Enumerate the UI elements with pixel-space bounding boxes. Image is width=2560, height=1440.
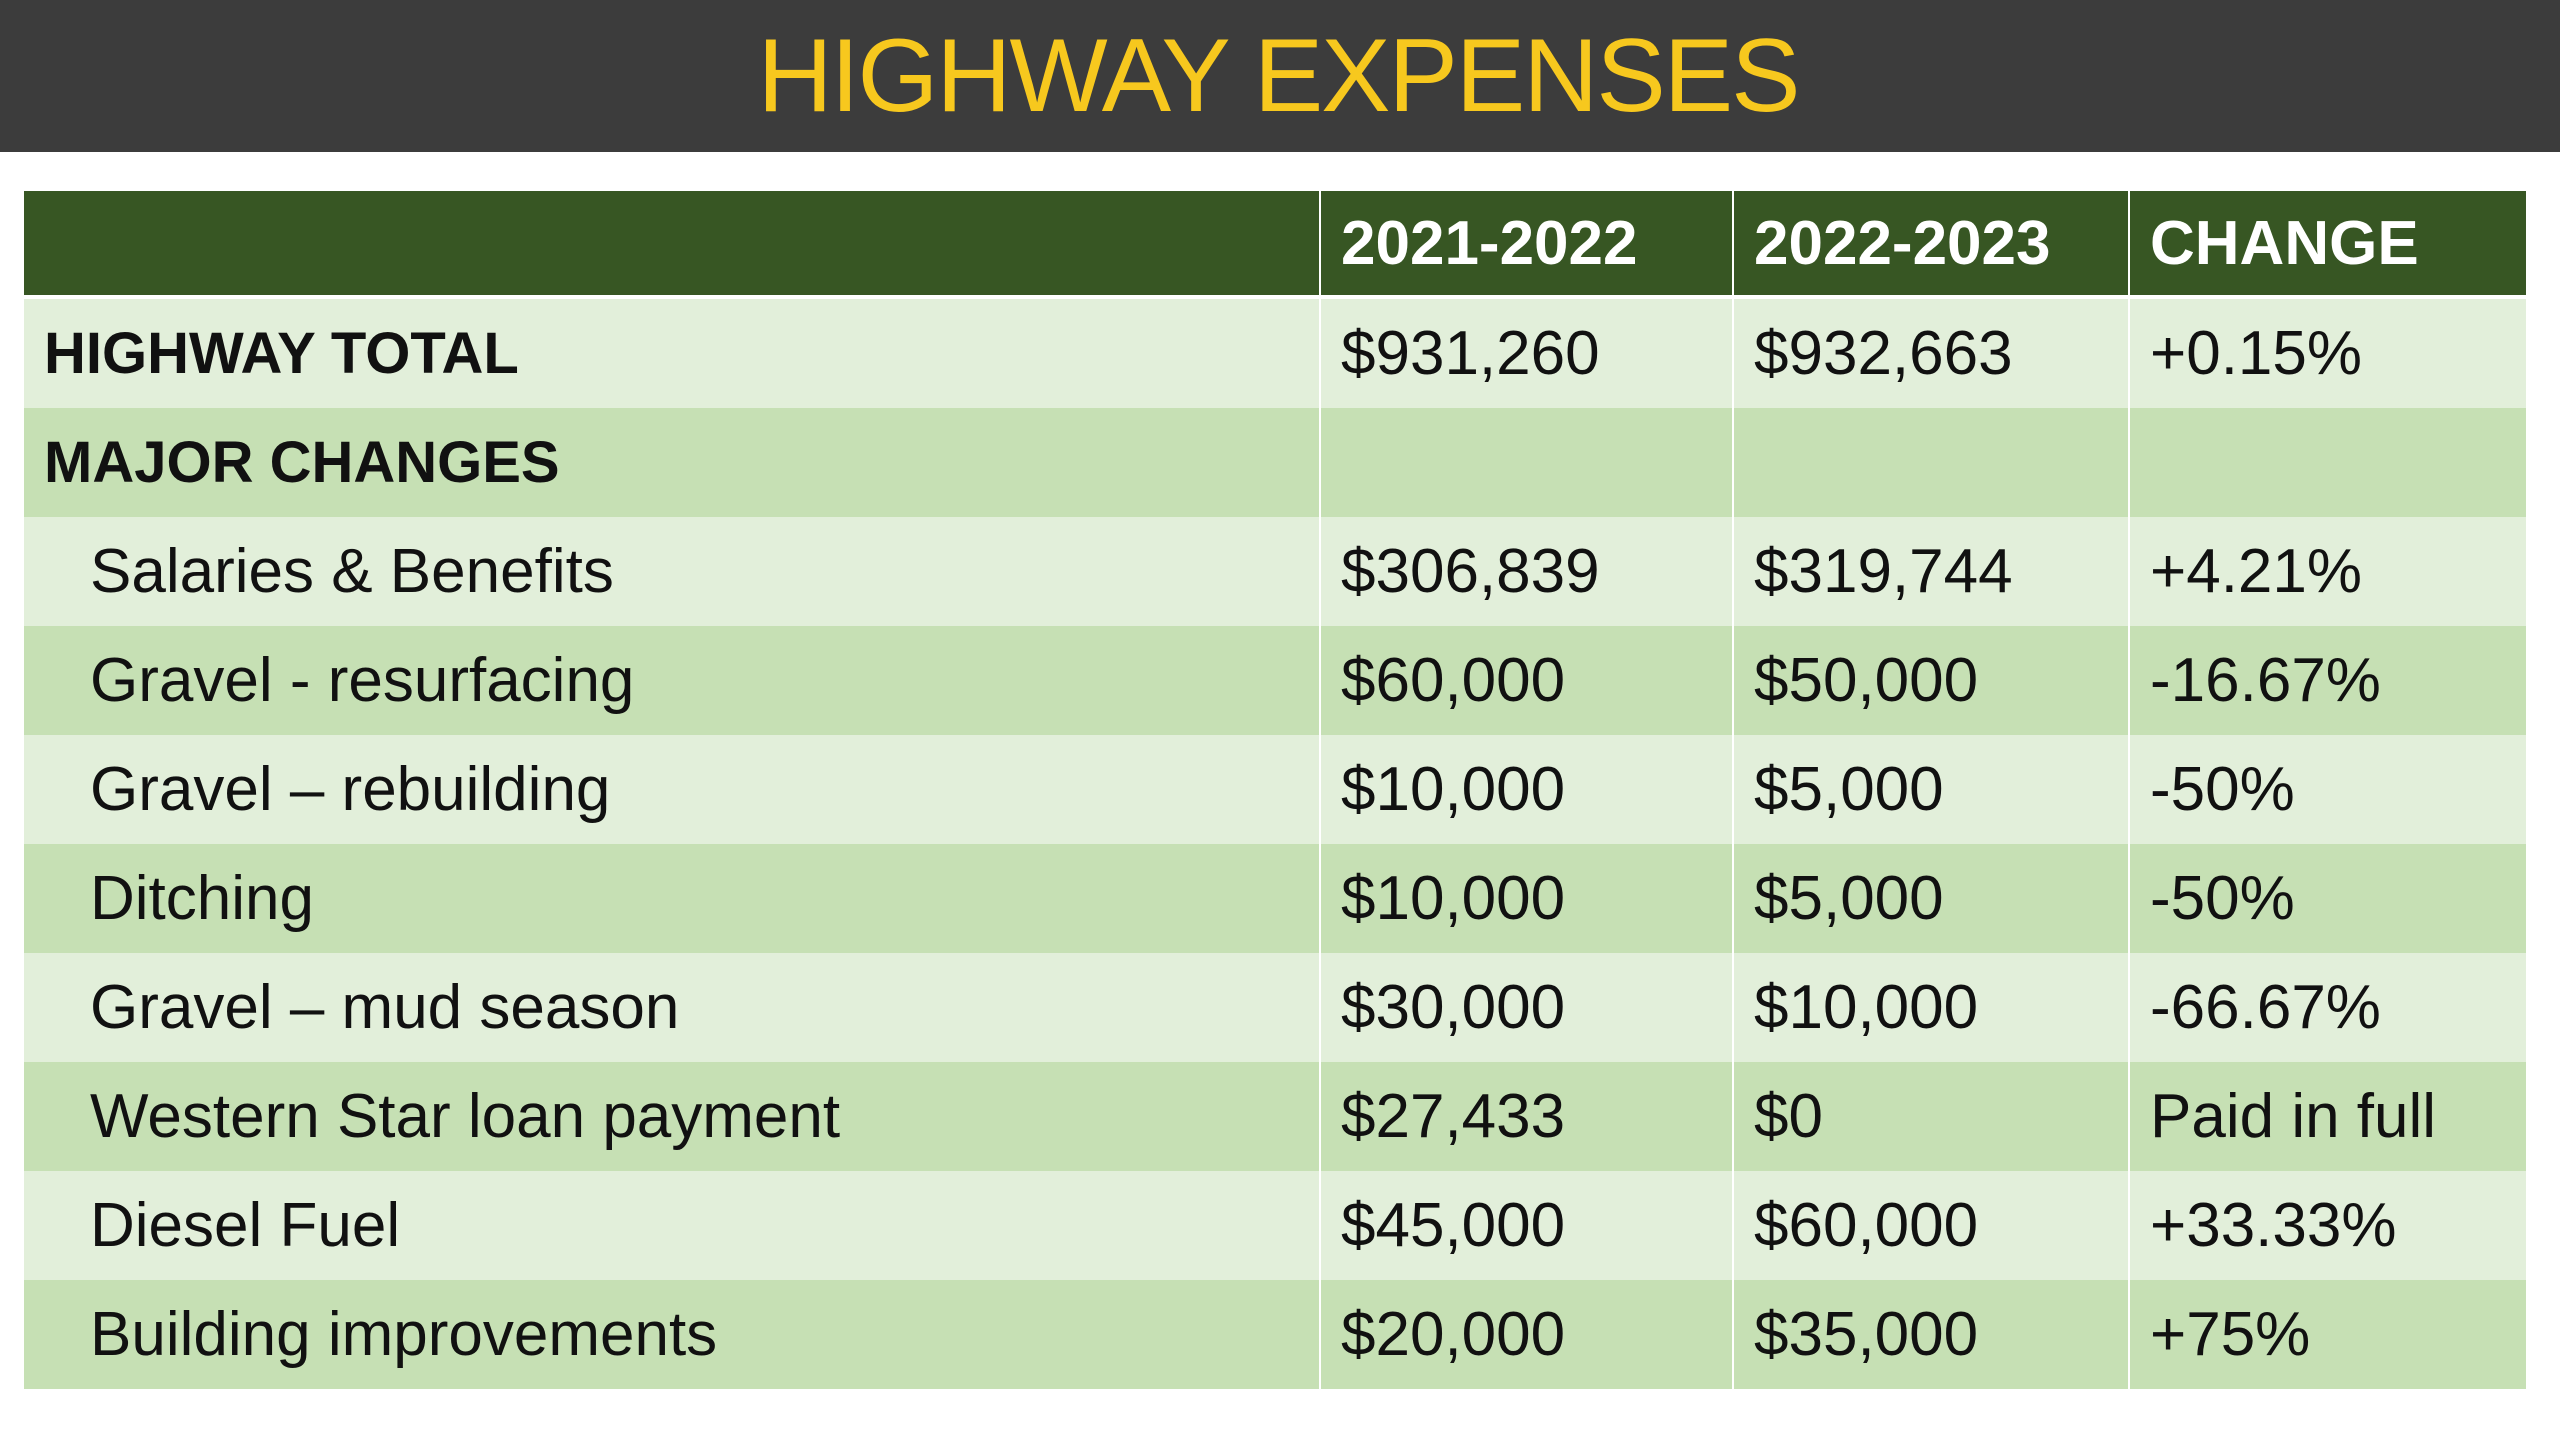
row-change-value: +33.33% (2150, 1191, 2397, 1260)
row-2022-2023-value: $5,000 (1733, 735, 2130, 844)
row-change-value: +4.21% (2150, 537, 2363, 606)
expenses-table: 2021-2022 2022-2023 CHANGE HIGHWAY TOTAL… (24, 191, 2526, 1389)
row-2022-2023-value: $0 (1733, 1062, 2130, 1171)
header-2021-2022: 2021-2022 (1320, 191, 1734, 299)
row-2021-2022-value: $60,000 (1320, 626, 1734, 735)
row-2022-2023-value (1733, 408, 2130, 517)
row-label: HIGHWAY TOTAL (24, 297, 1321, 408)
row-change-value: Paid in full (2150, 1082, 2437, 1151)
row-change-value (2129, 408, 2526, 517)
row-label: Gravel – rebuilding (24, 735, 1321, 844)
row-2022-2023-value: $35,000 (1733, 1280, 2130, 1389)
row-change-value: -50% (2150, 755, 2295, 824)
table-row: Gravel – mud season $30,000 $10,000 -66.… (24, 953, 2526, 1062)
title-bar: HIGHWAY EXPENSES (0, 0, 2560, 152)
row-2021-2022-value: $30,000 (1320, 953, 1734, 1062)
row-label: Building improvements (24, 1280, 1321, 1389)
row-change-value: +75% (2150, 1300, 2311, 1369)
row-2021-2022-value: $306,839 (1320, 517, 1734, 626)
row-2022-2023-value: $60,000 (1733, 1171, 2130, 1280)
row-change-value: -66.67% (2150, 973, 2381, 1042)
row-change-value: +0.15% (2150, 319, 2363, 388)
row-label: MAJOR CHANGES (24, 408, 1321, 517)
table-row: Western Star loan payment $27,433 $0 Pai… (24, 1062, 2526, 1171)
row-change-value: -16.67% (2150, 646, 2381, 715)
table-row-highway-total: HIGHWAY TOTAL $931,260 $932,663 +0.15% (24, 297, 2526, 408)
table-row: Ditching $10,000 $5,000 -50% (24, 844, 2526, 953)
row-label: Salaries & Benefits (24, 517, 1321, 626)
table-row: Building improvements $20,000 $35,000 +7… (24, 1280, 2526, 1389)
row-2022-2023-value: $932,663 (1733, 297, 2130, 408)
row-2021-2022-value: $45,000 (1320, 1171, 1734, 1280)
row-2022-2023-value: $50,000 (1733, 626, 2130, 735)
table-row: Gravel – rebuilding $10,000 $5,000 -50% (24, 735, 2526, 844)
page-title: HIGHWAY EXPENSES (757, 17, 1800, 134)
table-row: Gravel - resurfacing $60,000 $50,000 -16… (24, 626, 2526, 735)
table-row: Diesel Fuel $45,000 $60,000 +33.33% (24, 1171, 2526, 1280)
row-2021-2022-value: $27,433 (1320, 1062, 1734, 1171)
table-header-row: 2021-2022 2022-2023 CHANGE (24, 191, 2526, 299)
row-2021-2022-value: $20,000 (1320, 1280, 1734, 1389)
row-label: Gravel – mud season (24, 953, 1321, 1062)
row-label: Diesel Fuel (24, 1171, 1321, 1280)
header-2022-2023: 2022-2023 (1733, 191, 2130, 299)
row-2021-2022-value: $10,000 (1320, 844, 1734, 953)
row-2022-2023-value: $319,744 (1733, 517, 2130, 626)
header-label-column (24, 191, 1321, 299)
row-2021-2022-value: $10,000 (1320, 735, 1734, 844)
table-row: Salaries & Benefits $306,839 $319,744 +4… (24, 517, 2526, 626)
row-change-value: -50% (2150, 864, 2295, 933)
header-change: CHANGE (2129, 191, 2526, 299)
row-2021-2022-value (1320, 408, 1734, 517)
row-label: Gravel - resurfacing (24, 626, 1321, 735)
table-row-major-changes: MAJOR CHANGES (24, 408, 2526, 517)
row-2022-2023-value: $5,000 (1733, 844, 2130, 953)
expenses-table-container: 2021-2022 2022-2023 CHANGE HIGHWAY TOTAL… (24, 191, 2526, 1389)
row-label: Ditching (24, 844, 1321, 953)
row-2022-2023-value: $10,000 (1733, 953, 2130, 1062)
row-label: Western Star loan payment (24, 1062, 1321, 1171)
row-2021-2022-value: $931,260 (1320, 297, 1734, 408)
